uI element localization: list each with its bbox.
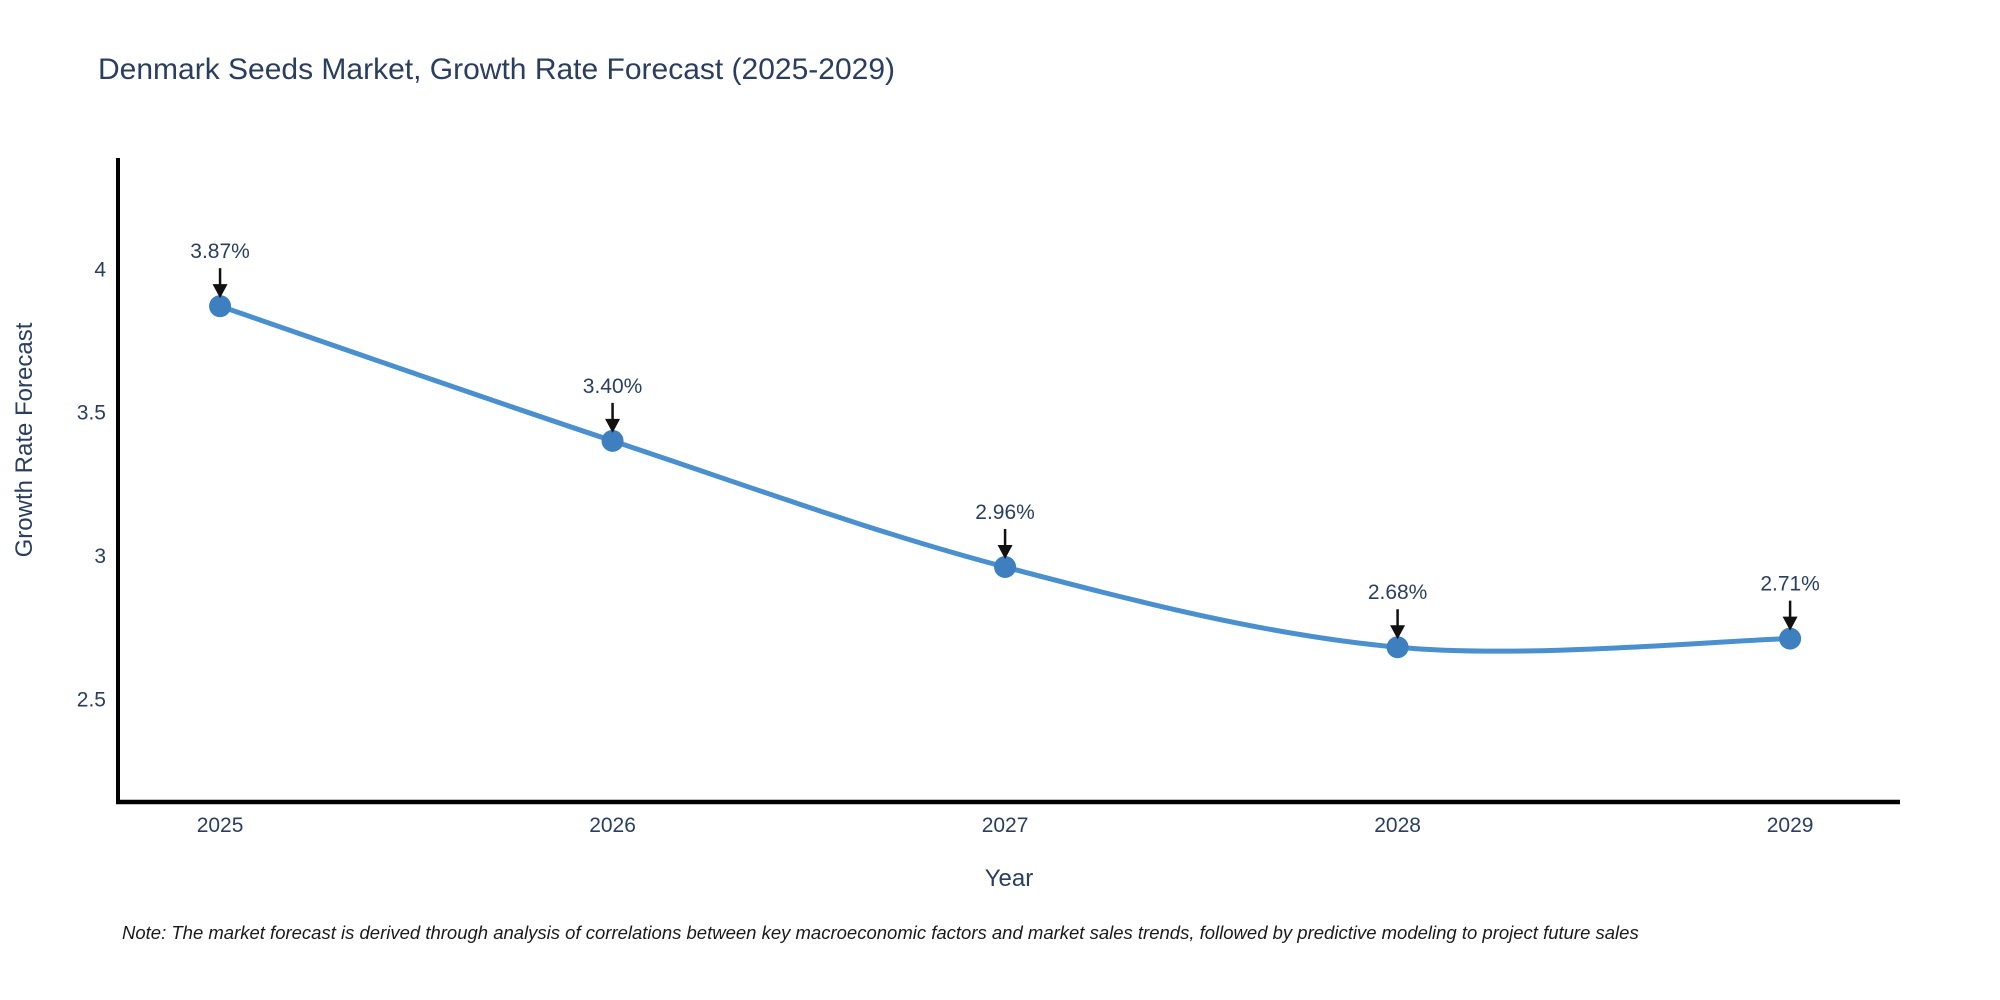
point-annotation: 2.71% bbox=[1760, 573, 1820, 631]
x-axis-tick-labels: 2025 2026 2027 2028 2029 bbox=[197, 814, 1814, 837]
data-point-marker[interactable] bbox=[601, 429, 624, 452]
y-axis-title: Growth Rate Forecast bbox=[11, 322, 38, 557]
y-tick-label: 3 bbox=[94, 545, 106, 568]
data-point-marker[interactable] bbox=[1779, 627, 1802, 650]
data-point-marker[interactable] bbox=[994, 555, 1017, 578]
point-value-label: 3.87% bbox=[190, 240, 250, 263]
x-axis-title: Year bbox=[985, 865, 1034, 892]
chart-title: Denmark Seeds Market, Growth Rate Foreca… bbox=[98, 53, 895, 86]
x-tick-label: 2028 bbox=[1374, 814, 1421, 837]
y-tick-label: 3.5 bbox=[77, 402, 106, 425]
x-tick-label: 2029 bbox=[1767, 814, 1814, 837]
point-value-label: 2.96% bbox=[975, 501, 1035, 524]
x-tick-label: 2027 bbox=[982, 814, 1029, 837]
point-annotation: 3.40% bbox=[583, 375, 643, 433]
point-value-label: 2.68% bbox=[1368, 581, 1428, 604]
point-annotation: 2.68% bbox=[1368, 581, 1428, 640]
forecast-line bbox=[217, 303, 1793, 654]
x-tick-label: 2026 bbox=[589, 814, 636, 837]
annotation-arrowhead-icon bbox=[605, 418, 621, 433]
annotation-arrowhead-icon bbox=[997, 544, 1013, 559]
point-value-label: 3.40% bbox=[583, 375, 643, 398]
x-tick-label: 2025 bbox=[197, 814, 244, 837]
annotation-arrowhead-icon bbox=[1782, 616, 1798, 631]
annotation-arrowhead-icon bbox=[1390, 625, 1406, 640]
point-annotation: 3.87% bbox=[190, 240, 250, 299]
forecast-series bbox=[209, 295, 1802, 659]
y-axis-tick-labels: 2.5 3 3.5 4 bbox=[77, 258, 107, 711]
y-tick-label: 4 bbox=[94, 258, 106, 281]
point-annotations: 3.87% 3.40% 2.96% 2.68% 2.71% bbox=[190, 240, 1820, 640]
data-point-marker[interactable] bbox=[1386, 636, 1409, 659]
annotation-arrowhead-icon bbox=[212, 284, 228, 299]
point-annotation: 2.96% bbox=[975, 501, 1035, 559]
data-point-marker[interactable] bbox=[209, 295, 232, 318]
y-tick-label: 2.5 bbox=[77, 688, 106, 711]
footnote: Note: The market forecast is derived thr… bbox=[122, 922, 1639, 943]
point-value-label: 2.71% bbox=[1760, 573, 1820, 596]
